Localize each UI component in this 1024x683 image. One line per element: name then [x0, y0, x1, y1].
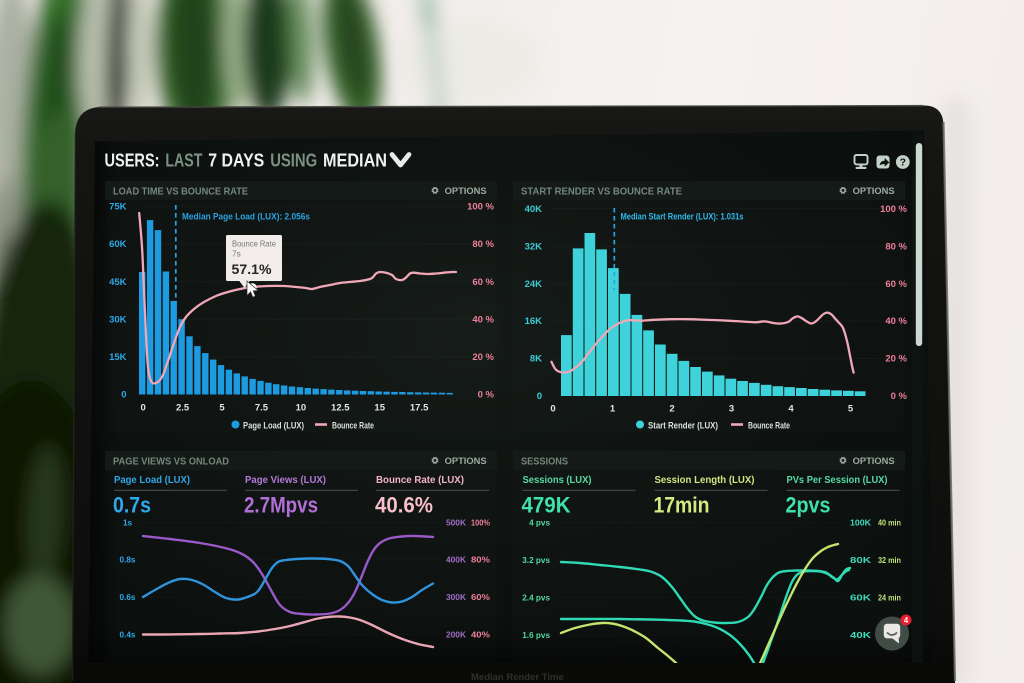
svg-text:Sessions (LUX): Sessions (LUX) [523, 474, 592, 486]
svg-text:LAST: LAST [165, 151, 202, 171]
svg-text:15K: 15K [109, 352, 127, 363]
svg-text:1s: 1s [123, 518, 133, 527]
svg-text:16K: 16K [525, 316, 543, 327]
svg-text:Bounce Rate: Bounce Rate [748, 421, 790, 432]
svg-text:300K: 300K [446, 593, 466, 602]
svg-text:40%: 40% [471, 631, 491, 640]
svg-text:4 pvs: 4 pvs [529, 518, 550, 527]
svg-text:OPTIONS: OPTIONS [445, 456, 487, 466]
svg-text:Bounce Rate: Bounce Rate [332, 421, 374, 432]
svg-text:40 %: 40 % [885, 316, 907, 327]
svg-text:?: ? [900, 157, 906, 169]
svg-text:40 min: 40 min [878, 518, 901, 527]
svg-text:USERS:: USERS: [105, 151, 160, 171]
svg-text:Bounce Rate: Bounce Rate [232, 239, 276, 249]
svg-text:4: 4 [904, 616, 909, 625]
svg-text:7.5: 7.5 [255, 403, 269, 414]
svg-text:Median Render Time: Median Render Time [471, 672, 564, 683]
svg-text:5: 5 [219, 403, 225, 414]
svg-text:17min: 17min [654, 493, 710, 518]
svg-text:Median Page Load (LUX): 2.056s: Median Page Load (LUX): 2.056s [182, 212, 310, 222]
svg-text:32K: 32K [525, 241, 543, 252]
svg-text:0.4s: 0.4s [120, 631, 136, 640]
svg-text:32 min: 32 min [878, 556, 901, 565]
svg-text:100 %: 100 % [880, 204, 907, 215]
svg-text:80K: 80K [850, 556, 871, 565]
svg-text:2.7Mpvs: 2.7Mpvs [244, 493, 318, 518]
svg-text:MEDIAN: MEDIAN [323, 151, 387, 171]
svg-text:40 %: 40 % [472, 314, 494, 325]
svg-text:8K: 8K [530, 354, 542, 365]
svg-text:USING: USING [270, 151, 317, 171]
svg-text:0 %: 0 % [891, 391, 908, 402]
svg-text:3.2 pvs: 3.2 pvs [522, 556, 550, 565]
svg-text:4: 4 [788, 404, 794, 415]
svg-text:7s: 7s [232, 249, 241, 259]
svg-text:7 DAYS: 7 DAYS [208, 151, 264, 171]
svg-text:80 %: 80 % [885, 241, 907, 252]
svg-text:17.5: 17.5 [410, 403, 429, 414]
svg-text:START RENDER VS BOUNCE RATE: START RENDER VS BOUNCE RATE [521, 187, 682, 198]
svg-text:40K: 40K [525, 204, 543, 215]
svg-text:Session Length (LUX): Session Length (LUX) [655, 474, 755, 486]
svg-text:SESSIONS: SESSIONS [521, 457, 568, 468]
svg-text:40K: 40K [850, 631, 871, 640]
svg-text:Page Load (LUX): Page Load (LUX) [114, 474, 190, 486]
svg-text:100 %: 100 % [467, 201, 494, 212]
svg-text:LOAD TIME VS BOUNCE RATE: LOAD TIME VS BOUNCE RATE [113, 187, 248, 198]
svg-text:60 %: 60 % [472, 277, 494, 288]
svg-text:0.7s: 0.7s [113, 493, 151, 518]
svg-text:OPTIONS: OPTIONS [853, 186, 895, 196]
svg-text:2: 2 [669, 404, 674, 415]
svg-text:20 %: 20 % [472, 352, 494, 363]
svg-text:12.5: 12.5 [331, 403, 350, 414]
svg-text:75K: 75K [109, 201, 127, 212]
svg-text:24K: 24K [525, 279, 543, 290]
svg-text:3: 3 [729, 404, 734, 415]
svg-text:57.1%: 57.1% [232, 261, 273, 277]
svg-text:10: 10 [296, 403, 307, 414]
svg-text:Median Start Render (LUX): 1.0: Median Start Render (LUX): 1.031s [621, 212, 744, 222]
svg-text:2pvs: 2pvs [786, 493, 831, 518]
svg-text:PVs Per Session (LUX): PVs Per Session (LUX) [787, 474, 888, 486]
svg-text:Page Views (LUX): Page Views (LUX) [245, 474, 326, 486]
svg-text:479K: 479K [522, 493, 572, 518]
svg-text:2.5: 2.5 [176, 403, 190, 414]
svg-text:0.8s: 0.8s [120, 556, 136, 565]
svg-text:30K: 30K [109, 314, 127, 325]
svg-text:2.4 pvs: 2.4 pvs [522, 594, 550, 603]
svg-text:60K: 60K [850, 594, 871, 603]
svg-text:Start Render (LUX): Start Render (LUX) [648, 421, 718, 432]
svg-text:5: 5 [848, 404, 854, 415]
svg-text:60 %: 60 % [885, 279, 907, 290]
svg-text:80%: 80% [471, 556, 491, 565]
svg-text:Page Load (LUX): Page Load (LUX) [243, 421, 304, 432]
svg-text:80 %: 80 % [472, 239, 494, 250]
svg-text:24 min: 24 min [878, 594, 901, 603]
svg-text:1: 1 [610, 404, 616, 415]
svg-text:45K: 45K [109, 277, 127, 288]
svg-text:0 %: 0 % [478, 390, 495, 401]
svg-text:OPTIONS: OPTIONS [445, 186, 487, 196]
svg-text:0: 0 [121, 390, 126, 401]
svg-text:15: 15 [374, 403, 385, 414]
svg-text:0: 0 [141, 403, 146, 414]
svg-text:0: 0 [550, 404, 555, 415]
svg-text:60K: 60K [109, 239, 127, 250]
svg-text:200K: 200K [446, 631, 466, 640]
svg-text:40.6%: 40.6% [375, 493, 433, 518]
svg-text:20 %: 20 % [885, 354, 907, 365]
svg-text:100%: 100% [471, 518, 491, 527]
svg-text:500K: 500K [446, 518, 466, 527]
svg-text:0.6s: 0.6s [120, 593, 136, 602]
svg-text:PAGE VIEWS VS ONLOAD: PAGE VIEWS VS ONLOAD [113, 457, 229, 468]
svg-text:100K: 100K [850, 518, 871, 527]
svg-text:Bounce Rate (LUX): Bounce Rate (LUX) [376, 474, 464, 486]
svg-text:1.6 pvs: 1.6 pvs [522, 631, 550, 640]
svg-text:OPTIONS: OPTIONS [853, 456, 895, 466]
svg-text:60%: 60% [471, 593, 491, 602]
svg-text:400K: 400K [446, 556, 466, 565]
svg-text:0: 0 [537, 391, 542, 402]
